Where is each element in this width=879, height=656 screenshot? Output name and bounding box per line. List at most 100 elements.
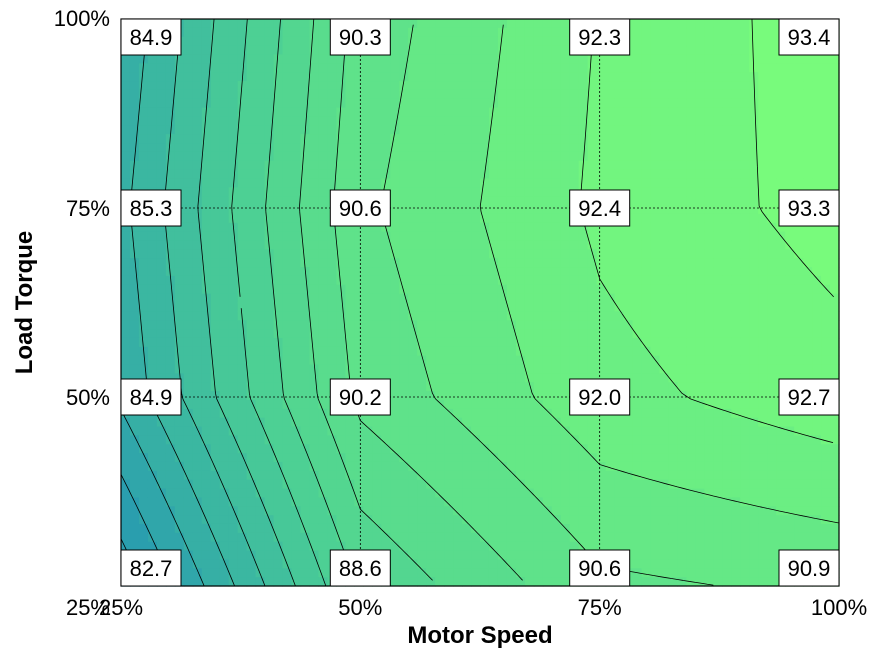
heat-cell [497,444,508,454]
heat-cell [237,187,248,197]
heat-cell [408,72,418,82]
heat-cell [623,284,634,295]
heat-cell [497,479,508,490]
heat-cell [219,72,230,82]
heat-cell [237,98,248,109]
heat-cell [309,36,320,47]
heat-cell [417,559,427,569]
heat-cell [327,453,337,463]
heat-cell [390,426,400,436]
heat-cell [731,506,741,516]
heat-cell [390,497,400,507]
heat-cell [596,258,607,268]
heat-cell [749,497,759,507]
heat-cell [632,523,643,534]
heat-cell [506,284,517,295]
heat-cell [291,461,302,472]
heat-cell [300,461,311,472]
heat-cell [488,81,499,91]
heat-cell [426,577,436,587]
heat-cell [228,311,239,321]
heat-cell [740,391,750,401]
heat-cell [462,550,472,561]
heat-cell [183,205,194,215]
heat-cell [704,187,714,197]
heat-cell [560,275,571,286]
heat-cell [533,479,544,490]
heat-cell [426,320,436,330]
heat-cell [605,54,616,64]
heat-cell [435,470,445,481]
heat-cell [650,408,661,419]
heat-cell [515,293,526,304]
heat-cell [569,329,580,339]
heat-cell [390,550,400,561]
heat-cell [668,568,679,578]
heat-cell [497,426,508,436]
heat-cell [372,311,382,321]
heat-cell [291,54,302,64]
heat-cell [372,337,382,348]
heat-cell [480,311,490,321]
heat-cell [417,399,427,410]
heat-cell [201,19,212,29]
heat-cell [542,231,553,242]
heat-cell [345,506,355,516]
heat-cell [462,337,472,348]
heat-cell [246,444,257,454]
heat-cell [210,479,221,490]
heat-cell [318,63,329,73]
heat-cell [354,479,364,490]
heat-cell [731,329,741,339]
heat-cell [273,302,284,312]
heat-cell [551,240,562,250]
heat-cell [309,143,320,153]
heat-cell [533,497,544,507]
heat-cell [327,284,337,295]
heat-cell [192,231,203,242]
heat-cell [524,275,535,286]
heat-cell [668,19,679,29]
heat-cell [291,81,302,91]
heat-cell [462,213,472,224]
heat-cell [453,550,463,561]
heat-cell [201,426,212,436]
heat-cell [650,169,661,180]
heat-cell [129,81,140,91]
heat-cell [560,337,571,348]
heat-cell [722,72,732,82]
heat-cell [578,178,589,188]
heat-cell [318,89,329,100]
heat-cell [812,311,822,321]
heat-cell [327,488,337,499]
heat-cell [336,107,346,118]
heat-cell [156,258,167,268]
heat-cell [812,541,822,552]
heat-cell [237,329,248,339]
heat-cell [776,523,786,534]
heat-cell [677,98,688,109]
heat-cell [363,329,373,339]
heat-cell [129,143,140,153]
heat-cell [228,435,239,445]
heat-cell [417,577,427,587]
heat-cell [623,355,634,366]
heat-cell [471,461,481,472]
heat-cell [506,125,517,135]
heat-cell [156,107,167,118]
heat-cell [282,116,293,126]
heat-cell [731,364,741,374]
heat-cell [354,373,364,383]
heat-cell [767,54,777,64]
heat-cell [318,36,329,47]
heat-cell [731,45,741,56]
heat-cell [453,249,463,259]
heat-cell [551,89,562,100]
heat-cell [767,143,777,153]
heat-cell [273,54,284,64]
heat-cell [336,222,346,233]
heat-cell [812,160,822,171]
heat-cell [183,151,194,162]
heat-cell [560,346,571,357]
heat-cell [363,532,373,543]
